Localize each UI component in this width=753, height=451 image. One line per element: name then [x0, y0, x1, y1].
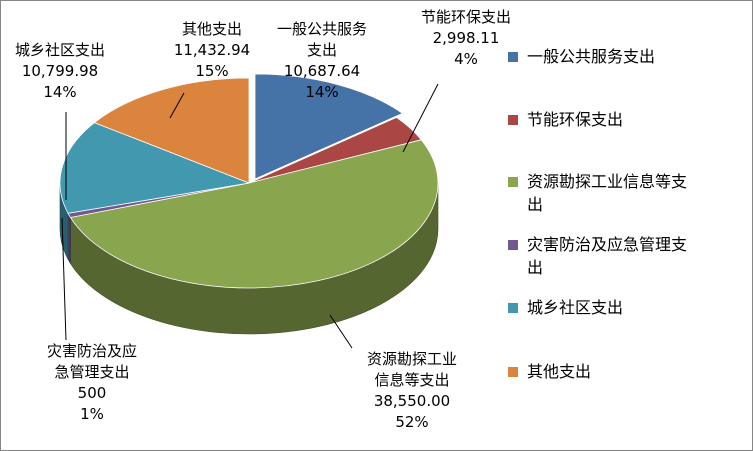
data-label-3-line-1: 资源勘探工业 — [367, 350, 457, 368]
leader-line-3 — [329, 314, 353, 349]
leader-line-4 — [61, 217, 67, 341]
pie-slice-1 — [254, 73, 404, 180]
pie-slice-5 — [59, 122, 251, 214]
leader-line-2 — [402, 83, 439, 153]
leader-lines — [61, 83, 439, 349]
legend: 一般公共服务支出节能环保支出资源勘探工业信息等支出灾害防治及应急管理支出城乡社区… — [508, 47, 687, 381]
data-label-5-line-1: 城乡社区支出 — [15, 41, 105, 59]
legend-label-1-line-1: 一般公共服务支出 — [527, 47, 655, 66]
pie-slice-3 — [69, 139, 439, 289]
pie-slice-6 — [93, 77, 250, 184]
leader-line-6 — [169, 92, 185, 119]
legend-swatch-4 — [508, 240, 518, 250]
data-label-1-line-1: 一般公共服务 — [277, 20, 367, 38]
data-label-6-line-2: 11,432.94 — [174, 41, 250, 59]
data-label-6-line-3: 15% — [195, 62, 228, 80]
legend-swatch-6 — [508, 367, 518, 377]
data-label-4-line-3: 500 — [78, 384, 107, 402]
data-label-1-line-3: 10,687.64 — [284, 62, 360, 80]
legend-swatch-3 — [508, 177, 518, 187]
legend-swatch-1 — [508, 52, 518, 62]
data-label-5-line-2: 10,799.98 — [22, 62, 98, 80]
data-label-5-line-3: 14% — [43, 83, 76, 101]
data-label-3-line-3: 38,550.00 — [374, 392, 450, 410]
legend-label-3-line-2: 出 — [527, 195, 543, 214]
data-label-3-line-2: 信息等支出 — [374, 371, 449, 389]
legend-label-5-line-1: 城乡社区支出 — [527, 298, 623, 317]
pie-slice-tops — [59, 73, 439, 289]
data-label-2-line-1: 节能环保支出 — [421, 8, 511, 26]
data-labels: 一般公共服务支出 10,687.64 14% 节能环保支出 2,998.11 4% 资源勘探… — [15, 8, 511, 431]
data-label-4-line-2: 急管理支出 — [54, 363, 129, 381]
legend-swatch-2 — [508, 115, 518, 125]
data-label-2-line-3: 4% — [454, 50, 478, 68]
legend-label-4-line-2: 出 — [527, 258, 543, 277]
pie-side-4 — [67, 213, 71, 265]
data-label-6-line-1: 其他支出 — [182, 20, 242, 38]
data-label-2-line-2: 2,998.11 — [433, 29, 500, 47]
data-label-4-line-4: 1% — [80, 405, 104, 423]
legend-label-3-line-1: 资源勘探工业信息等支 — [527, 172, 687, 191]
data-label-1-line-4: 14% — [305, 83, 338, 101]
data-label-4-line-1: 灾害防治及应 — [47, 342, 137, 360]
data-label-3-line-4: 52% — [395, 413, 428, 431]
legend-label-2-line-1: 节能环保支出 — [527, 110, 623, 129]
legend-swatch-5 — [508, 303, 518, 313]
legend-label-6-line-1: 其他支出 — [527, 362, 591, 381]
legend-label-4-line-1: 灾害防治及应急管理支 — [527, 235, 687, 254]
data-label-1-line-2: 支出 — [307, 41, 337, 59]
